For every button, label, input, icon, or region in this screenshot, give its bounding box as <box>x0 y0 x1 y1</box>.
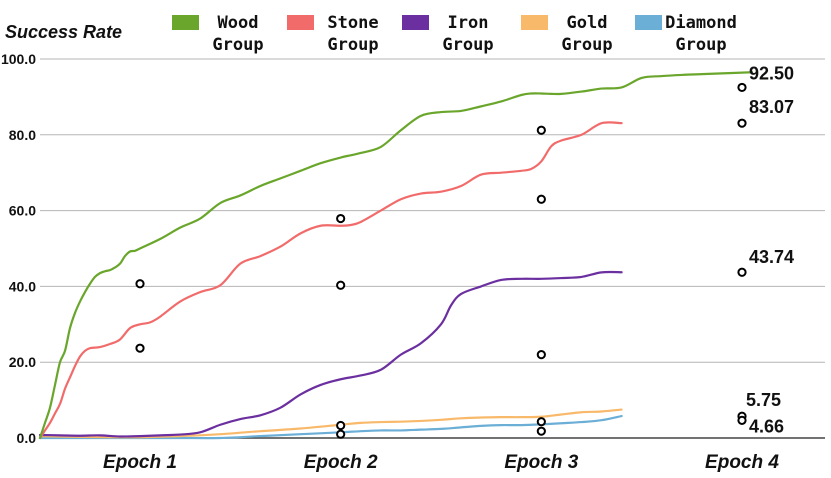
data-labels: 92.50 83.07 43.74 5.75 4.66 <box>746 63 794 436</box>
data-label: 92.50 <box>749 63 794 83</box>
data-label: 43.74 <box>749 247 794 267</box>
epoch-marker <box>336 429 346 439</box>
y-tick-label: 60.0 <box>9 203 36 219</box>
y-tick-label: 20.0 <box>9 354 36 370</box>
legend-label: Wood <box>218 13 259 33</box>
y-axis-label: Success Rate <box>5 22 122 42</box>
legend-label: Stone <box>327 13 378 33</box>
legend-label: Group <box>561 35 612 55</box>
epoch-marker <box>536 426 546 436</box>
y-axis-ticks: 0.0 20.0 40.0 60.0 80.0 100.0 <box>1 51 36 446</box>
grid-lines <box>40 58 825 439</box>
legend: WoodGroupStoneGroupIronGroupGoldGroupDia… <box>172 13 737 55</box>
legend-label: Iron <box>448 13 489 33</box>
y-tick-label: 0.0 <box>17 430 37 446</box>
epoch-markers <box>135 82 747 439</box>
legend-swatch <box>172 15 199 30</box>
epoch-marker <box>336 213 346 224</box>
y-tick-label: 40.0 <box>9 278 36 294</box>
series-lines <box>38 71 754 440</box>
epoch-marker <box>536 350 546 360</box>
legend-label: Group <box>675 35 726 55</box>
x-axis-ticks: Epoch 1 Epoch 2 Epoch 3 Epoch 4 <box>103 452 779 473</box>
legend-swatch <box>287 15 314 30</box>
y-tick-label: 80.0 <box>9 127 36 143</box>
epoch-marker <box>336 280 346 290</box>
y-tick-label: 100.0 <box>1 51 36 67</box>
epoch-marker <box>737 415 747 425</box>
epoch-marker <box>737 82 747 93</box>
epoch-marker <box>135 279 145 289</box>
legend-label: Group <box>212 35 263 55</box>
epoch-marker <box>737 118 747 128</box>
series-line-wood-group <box>38 71 754 440</box>
legend-swatch <box>635 15 662 30</box>
series-line-iron-group <box>38 270 623 438</box>
data-label: 83.07 <box>749 97 794 117</box>
data-label: 4.66 <box>749 416 784 436</box>
series-line-gold-group <box>38 408 623 439</box>
x-tick-label: Epoch 1 <box>103 452 177 473</box>
epoch-marker <box>536 417 546 427</box>
epoch-marker <box>135 343 145 353</box>
data-label: 5.75 <box>746 390 781 410</box>
epoch-marker <box>536 125 546 135</box>
series-line-diamond-group <box>38 414 623 440</box>
x-tick-label: Epoch 3 <box>504 452 578 473</box>
legend-swatch <box>402 15 429 30</box>
legend-label: Gold <box>567 13 608 33</box>
epoch-marker <box>536 194 546 204</box>
epoch-marker <box>737 267 747 277</box>
series-line-stone-group <box>38 121 623 440</box>
x-tick-label: Epoch 2 <box>304 452 378 473</box>
legend-label: Group <box>327 35 378 55</box>
legend-label: Group <box>442 35 493 55</box>
x-tick-label: Epoch 4 <box>705 452 779 473</box>
legend-swatch <box>521 15 548 30</box>
epoch-marker <box>336 420 346 431</box>
legend-label: Diamond <box>665 13 737 33</box>
